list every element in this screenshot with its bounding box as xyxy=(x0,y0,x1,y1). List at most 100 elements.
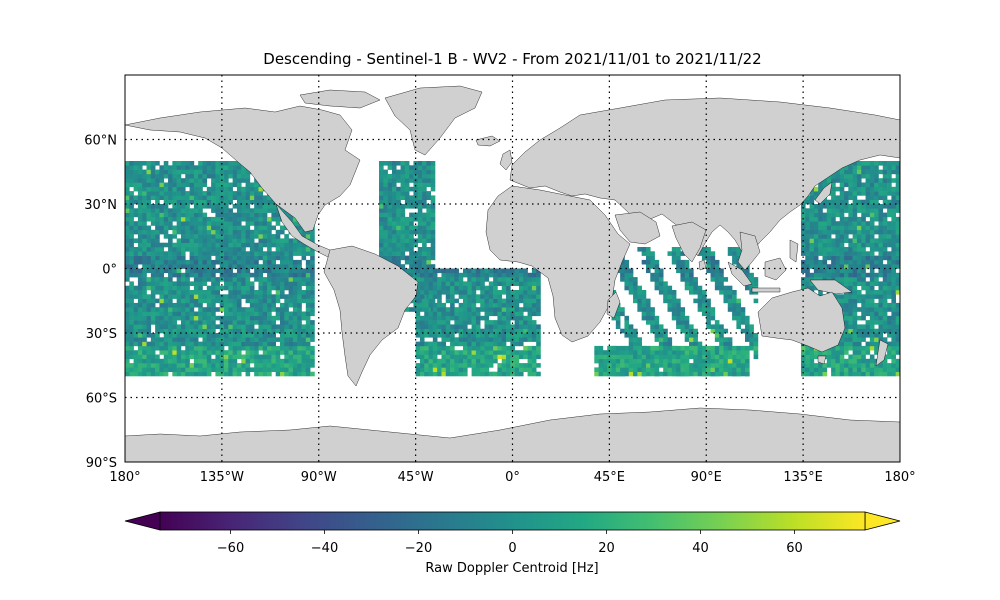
doppler-cell xyxy=(297,225,302,231)
doppler-cell xyxy=(497,290,503,295)
doppler-cell xyxy=(185,315,190,321)
doppler-cell xyxy=(869,195,875,200)
doppler-cell xyxy=(241,242,246,248)
doppler-cell xyxy=(185,264,190,269)
doppler-cell xyxy=(262,251,268,256)
doppler-cell xyxy=(215,247,221,252)
doppler-cell xyxy=(288,367,294,372)
doppler-cell xyxy=(228,234,233,239)
doppler-cell xyxy=(475,371,481,377)
doppler-cell xyxy=(497,315,503,321)
doppler-cell xyxy=(193,290,199,295)
doppler-cell xyxy=(236,315,242,321)
doppler-cell xyxy=(641,371,647,377)
doppler-cell xyxy=(137,251,143,256)
doppler-cell xyxy=(424,268,429,274)
doppler-cell xyxy=(379,182,384,188)
doppler-cell xyxy=(404,221,410,226)
doppler-cell xyxy=(292,216,298,222)
doppler-cell xyxy=(536,350,541,355)
doppler-cell xyxy=(413,182,419,188)
doppler-cell xyxy=(432,268,438,274)
doppler-cell xyxy=(409,234,414,239)
doppler-cell xyxy=(409,199,414,205)
doppler-cell xyxy=(531,354,537,360)
doppler-cell xyxy=(426,178,431,183)
doppler-cell xyxy=(176,199,182,205)
doppler-cell xyxy=(215,186,221,192)
doppler-cell xyxy=(523,272,528,278)
doppler-cell xyxy=(129,272,134,278)
doppler-cell xyxy=(262,216,268,222)
doppler-cell xyxy=(506,277,511,282)
doppler-cell xyxy=(202,238,208,243)
doppler-cell xyxy=(206,341,212,347)
doppler-cell xyxy=(645,298,651,304)
doppler-cell xyxy=(531,281,537,286)
doppler-cell xyxy=(467,363,472,368)
doppler-cell xyxy=(839,208,845,213)
doppler-cell xyxy=(874,173,879,179)
doppler-cell xyxy=(202,363,208,368)
doppler-cell xyxy=(424,350,429,355)
doppler-cell xyxy=(133,311,139,317)
doppler-cell xyxy=(826,221,832,226)
doppler-cell xyxy=(254,272,259,278)
doppler-cell xyxy=(736,363,741,368)
doppler-cell xyxy=(137,320,143,325)
doppler-cell xyxy=(839,247,845,252)
doppler-cell xyxy=(180,259,186,265)
doppler-cell xyxy=(168,221,173,226)
doppler-cell xyxy=(409,307,414,312)
doppler-cell xyxy=(536,290,541,295)
doppler-cell xyxy=(288,298,294,304)
doppler-cell xyxy=(288,358,294,364)
doppler-cell xyxy=(193,199,199,205)
doppler-cell xyxy=(383,242,388,248)
doppler-cell xyxy=(219,186,225,192)
doppler-cell xyxy=(301,268,307,274)
doppler-cell xyxy=(404,307,410,312)
doppler-cell xyxy=(189,367,195,372)
doppler-cell xyxy=(211,191,216,196)
doppler-cell xyxy=(852,165,858,170)
doppler-cell xyxy=(202,350,208,355)
doppler-cell xyxy=(628,367,634,372)
doppler-cell xyxy=(454,328,459,334)
doppler-cell xyxy=(241,320,246,325)
doppler-cell xyxy=(232,255,238,261)
doppler-cell xyxy=(189,234,195,239)
doppler-cell xyxy=(155,221,160,226)
doppler-cell xyxy=(159,341,165,347)
doppler-cell xyxy=(497,272,503,278)
doppler-cell xyxy=(467,268,472,274)
doppler-cell xyxy=(430,255,436,261)
doppler-cell xyxy=(531,277,537,282)
doppler-cell xyxy=(891,302,896,308)
doppler-cell xyxy=(409,268,414,274)
doppler-cell xyxy=(844,272,849,278)
doppler-cell xyxy=(211,251,216,256)
doppler-cell xyxy=(852,255,858,261)
doppler-cell xyxy=(228,182,233,188)
doppler-cell xyxy=(275,290,281,295)
doppler-cell xyxy=(869,371,875,377)
doppler-cell xyxy=(454,277,459,282)
doppler-cell xyxy=(215,350,221,355)
doppler-cell xyxy=(424,311,429,317)
colorbar-ticks: −60 −40 −20 0 20 40 60 xyxy=(217,530,803,556)
doppler-cell xyxy=(404,204,410,209)
doppler-cell xyxy=(280,277,285,282)
doppler-cell xyxy=(172,315,177,321)
doppler-cell xyxy=(650,367,655,372)
doppler-cell xyxy=(865,324,871,329)
doppler-cell xyxy=(189,290,195,295)
doppler-cell xyxy=(413,242,419,248)
doppler-cell xyxy=(198,161,203,166)
doppler-cell xyxy=(835,358,841,364)
doppler-cell xyxy=(428,345,434,351)
doppler-cell xyxy=(809,259,815,265)
doppler-cell xyxy=(680,350,686,355)
doppler-cell xyxy=(417,186,423,192)
doppler-cell xyxy=(514,333,520,338)
